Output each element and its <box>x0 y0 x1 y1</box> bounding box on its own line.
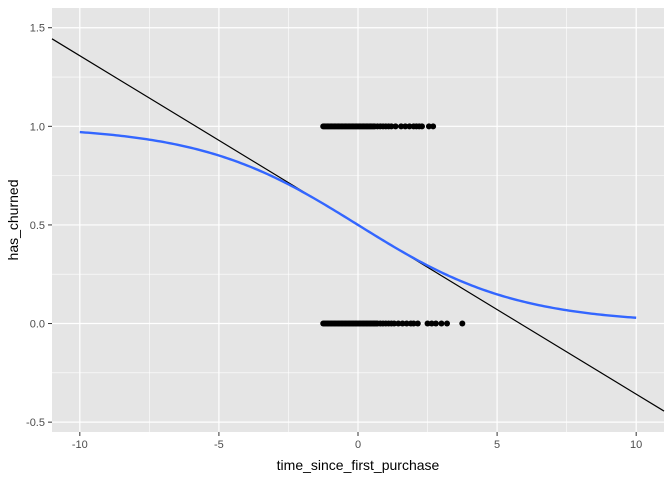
data-point-churned <box>388 123 395 130</box>
data-point-churned <box>425 123 432 130</box>
data-point-not-churned <box>438 320 445 327</box>
data-point-churned <box>418 123 425 130</box>
data-point-churned <box>402 123 409 130</box>
x-axis-title: time_since_first_purchase <box>277 457 440 473</box>
y-axis-title: has_churned <box>5 180 21 261</box>
data-point-not-churned <box>403 320 410 327</box>
x-tick-label: 5 <box>494 439 500 451</box>
x-axis-ticks: -10 -5 0 5 10 <box>72 432 642 451</box>
x-tick-label: -10 <box>72 439 88 451</box>
y-tick-label: -0.5 <box>26 417 45 429</box>
y-tick-label: 0.5 <box>30 220 45 232</box>
y-axis-ticks: -0.5 0.0 0.5 1.0 1.5 <box>26 23 52 429</box>
y-tick-label: 1.0 <box>30 121 45 133</box>
data-point-churned <box>406 123 413 130</box>
y-tick-label: 0.0 <box>30 319 45 331</box>
data-point-churned <box>430 123 437 130</box>
data-point-not-churned <box>459 320 466 327</box>
data-point-not-churned <box>444 320 451 327</box>
data-point-not-churned <box>424 320 431 327</box>
data-point-not-churned <box>395 320 402 327</box>
data-point-not-churned <box>399 320 406 327</box>
data-point-churned <box>398 123 405 130</box>
data-point-not-churned <box>391 320 398 327</box>
data-point-not-churned <box>432 320 439 327</box>
data-point-not-churned <box>410 320 417 327</box>
data-point-not-churned <box>414 320 421 327</box>
y-tick-label: 1.5 <box>30 23 45 35</box>
data-points <box>320 123 466 327</box>
x-tick-label: 0 <box>355 439 361 451</box>
fit-lines <box>51 38 665 412</box>
data-point-churned <box>392 123 399 130</box>
data-point-not-churned <box>428 320 435 327</box>
x-tick-label: -5 <box>214 439 224 451</box>
logistic-curve <box>79 130 637 319</box>
x-tick-label: 10 <box>630 439 642 451</box>
